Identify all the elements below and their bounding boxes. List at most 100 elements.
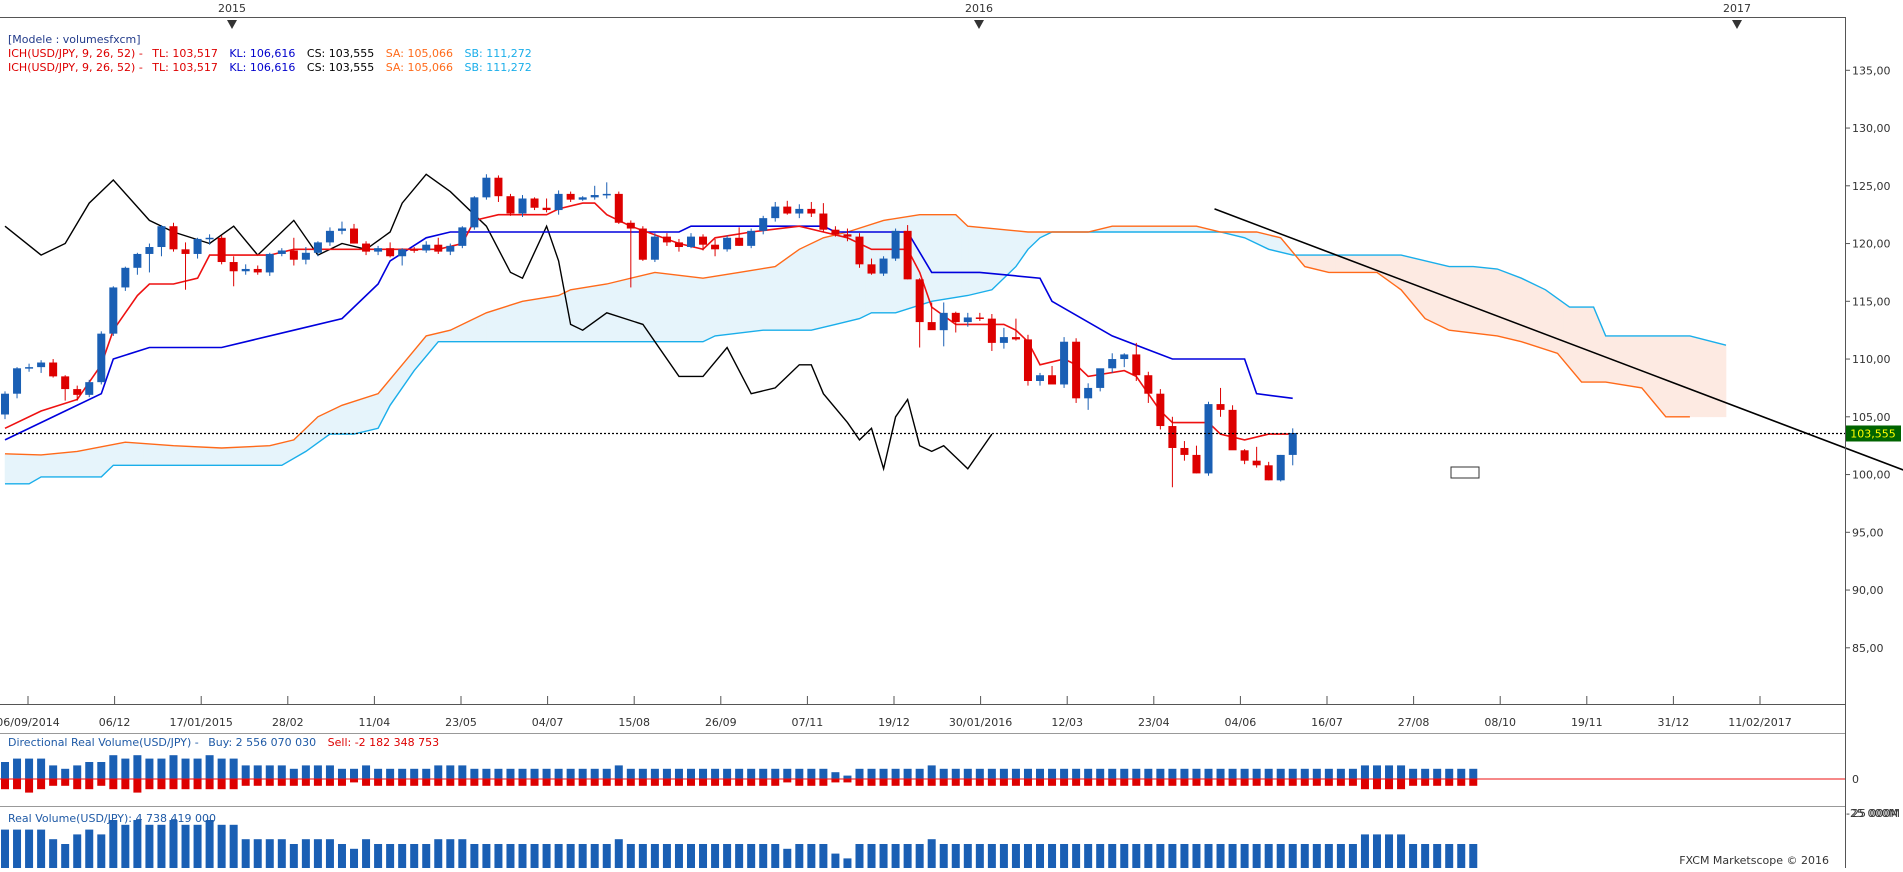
cloud-segment [1629,335,1637,388]
legend-cs: CS: 103,555 [307,61,374,74]
sell-volume-bar [1240,779,1249,786]
cloud-segment [1533,283,1540,348]
cloud-segment [684,275,692,343]
cloud-segment [660,272,668,343]
buy-volume-bar [1011,768,1020,779]
candle-body [699,236,708,245]
cloud-segment [1190,225,1197,233]
candle-body [1120,354,1129,360]
candle-body [350,228,359,244]
real-volume-bar [542,844,551,868]
candle-body [410,249,419,251]
buy-volume-bar [1312,768,1321,779]
price-tick-label: 135,00 [1852,64,1891,77]
cloud-segment [955,213,963,298]
sell-volume-bar [999,779,1008,786]
cloud-segment [943,214,951,300]
cloud-segment [504,304,511,343]
buy-volume-bar [398,768,407,779]
cloud-segment [4,453,12,485]
buy-volume-bar [13,758,22,779]
buy-volume-bar [145,758,154,779]
sell-volume-bar [783,779,792,783]
sell-volume-bar [566,779,575,786]
dir-volume-buy: Buy: 2 556 070 030 [208,736,316,749]
buy-volume-bar [49,765,58,779]
candle [939,302,948,347]
sell-volume-bar [1168,779,1177,786]
cloud-segment [149,443,156,466]
real-volume-bar [1469,844,1478,868]
svg-text:Directional Real Volume(USD/JP: Directional Real Volume(USD/JPY) - Buy: … [8,736,439,749]
cloud-segment [1394,254,1402,291]
sell-volume-bar [518,779,527,786]
buy-volume-bar [181,758,190,779]
buy-volume-bar [638,768,647,779]
cloud-segment [1587,306,1594,383]
candle-body [313,242,322,253]
candle-body [807,208,816,214]
candle-body [867,264,876,274]
candle-body [325,230,334,243]
real-volume-bar [566,844,575,868]
date-tick-label: 19/11 [1571,716,1603,729]
real-volume-bar [530,844,539,868]
cloud-segment [1184,225,1191,233]
buy-volume-bar [325,765,334,779]
candle-body [398,249,407,257]
cloud-segment [215,447,222,466]
cloud-segment [582,286,589,343]
sell-volume-bar [1,779,9,790]
sell-volume-bar [1096,779,1105,786]
real-volume-bar [1023,844,1032,868]
candle [97,331,106,385]
buy-volume-bar [795,768,804,779]
candle-body [662,236,671,243]
real-volume-bar [855,844,864,868]
buy-volume-bar [277,765,286,779]
year-label-2015: 2015 [218,2,246,15]
candle [1060,337,1069,388]
cloud-segment [714,274,722,337]
candle [49,359,58,378]
trendline[interactable] [1214,208,1903,478]
candle-body [819,213,828,230]
real-volume-bar [482,844,491,868]
candle-body [301,252,310,260]
candle [819,203,828,232]
candle-body [987,318,996,343]
buy-volume-bar [843,775,852,779]
candle [25,363,34,372]
cloud-segment [1653,335,1661,411]
buy-volume-bar [903,768,912,779]
cloud-segment [1623,335,1631,387]
buy-volume-bar [1048,768,1057,779]
cloud-segment [137,442,144,466]
candle [1023,334,1032,386]
buy-volume-bar [205,755,214,779]
buy-volume-bar [1264,768,1273,779]
sell-volume-bar [807,779,816,786]
buy-volume-bar [1168,768,1177,779]
cloud-segment [768,266,776,331]
buy-volume-bar [1409,768,1418,779]
candle-body [61,376,70,390]
buy-volume-bar [963,768,972,779]
legend-kl: KL: 106,616 [229,61,295,74]
buy-volume-bar [1445,768,1454,779]
sell-volume-bar [25,779,34,793]
trendline-line[interactable] [1214,208,1903,478]
real-volume-bar [313,839,322,868]
model-label: [Modele : volumesfxcm] [8,33,141,46]
real-volume-bar [337,844,346,868]
cloud-segment [792,248,800,331]
candle-body [711,244,720,250]
buy-volume-bar [169,755,178,779]
buy-volume-bar [337,768,346,779]
candle-body [1144,375,1153,394]
price-tick-label: 100,00 [1852,469,1891,482]
sell-volume-bar [686,779,695,786]
buy-volume-bar [1204,768,1213,779]
